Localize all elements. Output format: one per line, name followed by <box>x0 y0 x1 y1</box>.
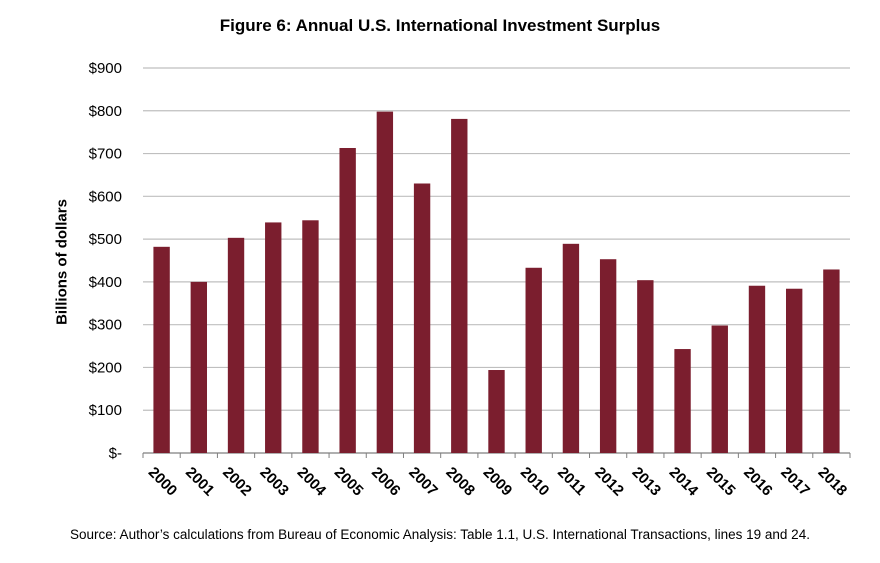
bar <box>451 118 468 454</box>
y-tick-label: $800 <box>89 103 122 120</box>
y-tick-label: $400 <box>89 274 122 291</box>
x-tick-label: 2009 <box>480 464 516 500</box>
x-tick-label: 2017 <box>777 464 813 500</box>
x-tick-label: 2002 <box>219 464 255 500</box>
bar <box>153 246 170 453</box>
x-tick-label: 2003 <box>256 464 292 500</box>
x-tick-label: 2000 <box>145 464 181 500</box>
bar <box>674 349 691 453</box>
bar-chart: $- $100 $200 $300 $400 $500 $600 $700 $800 $900 20… <box>89 60 851 500</box>
bar <box>637 280 654 453</box>
bar <box>562 243 580 453</box>
chart-title: Figure 6: Annual U.S. International Inve… <box>219 16 661 35</box>
x-tick-label: 2016 <box>740 464 776 500</box>
x-tick-label: 2018 <box>815 464 851 500</box>
bar <box>525 267 542 453</box>
x-tick-label: 2005 <box>331 464 367 500</box>
x-tick-label: 2014 <box>666 464 702 500</box>
bar <box>376 111 394 453</box>
x-tick-label: 2007 <box>405 464 441 500</box>
x-tick-label: 2004 <box>294 464 330 500</box>
bar <box>823 269 840 453</box>
bar <box>413 183 431 453</box>
bar <box>339 147 356 453</box>
x-tick-label: 2010 <box>517 464 553 500</box>
bar <box>785 288 803 453</box>
x-tick-label: 2012 <box>591 464 627 500</box>
bar <box>599 259 617 453</box>
x-tick-label: 2013 <box>629 464 665 500</box>
x-tick-label: 2015 <box>703 464 739 500</box>
x-tick-label: 2001 <box>182 464 218 500</box>
y-tick-label: $600 <box>89 188 122 205</box>
bar <box>748 285 766 453</box>
bar <box>227 237 245 453</box>
y-tick-label: $900 <box>89 60 122 77</box>
bar <box>302 220 319 453</box>
bar <box>711 325 728 453</box>
bar <box>265 222 282 453</box>
y-tick-label: $700 <box>89 146 122 163</box>
y-tick-label: $300 <box>89 317 122 334</box>
x-tick-label: 2008 <box>442 464 478 500</box>
bar <box>488 370 505 453</box>
bar <box>190 281 208 453</box>
y-tick-label: $100 <box>89 402 122 419</box>
x-tick-label: 2006 <box>368 464 404 500</box>
y-tick-label: $200 <box>89 359 122 376</box>
x-tick-label: 2011 <box>554 464 589 499</box>
y-tick-label: $- <box>109 445 122 462</box>
source-note: Source: Author’s calculations from Burea… <box>70 527 810 542</box>
y-tick-label: $500 <box>89 231 122 248</box>
